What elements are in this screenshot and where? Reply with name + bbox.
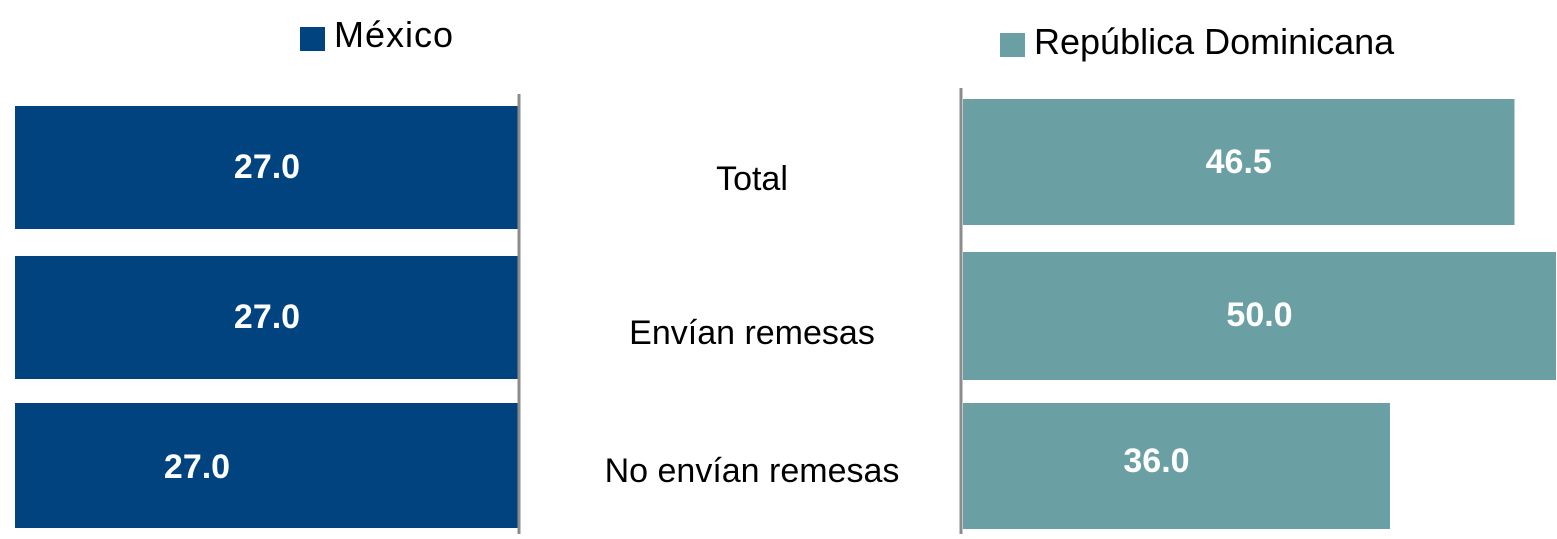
legend-swatch-republica-dominicana: [1000, 33, 1025, 57]
value-label-republica-dominicana-total: 46.5: [1206, 143, 1272, 181]
legend-swatch-mexico: [300, 27, 325, 51]
right-panel-republica-dominicana: 46.5 50.0 36.0: [963, 99, 1556, 529]
legend-label-republica-dominicana: República Dominicana: [1034, 21, 1395, 62]
bar-mexico-envian-remesas: [15, 256, 519, 379]
bar-republica-dominicana-total: [963, 99, 1515, 225]
value-label-republica-dominicana-no-envian-remesas: 36.0: [1123, 442, 1189, 480]
bar-mexico-no-envian-remesas: [15, 403, 519, 528]
legend-entry-mexico: México: [300, 14, 454, 55]
legend-entry-republica-dominicana: República Dominicana: [1000, 21, 1395, 62]
value-label-mexico-total: 27.0: [234, 148, 300, 186]
left-panel-mexico: 27.0 27.0 27.0: [15, 106, 519, 528]
bar-republica-dominicana-envian-remesas: [963, 252, 1556, 380]
value-label-mexico-no-envian-remesas: 27.0: [164, 448, 230, 486]
legend-label-mexico: México: [334, 14, 454, 55]
category-label-total: Total: [716, 160, 788, 198]
category-label-envian-remesas: Envían remesas: [629, 314, 875, 352]
value-label-mexico-envian-remesas: 27.0: [234, 298, 300, 336]
value-label-republica-dominicana-envian-remesas: 50.0: [1226, 296, 1292, 334]
bar-mexico-total: [15, 106, 519, 229]
legend: México República Dominicana: [300, 14, 1395, 62]
category-labels: Total Envían remesas No envían remesas: [605, 160, 900, 490]
bar-republica-dominicana-no-envian-remesas: [963, 403, 1390, 529]
category-label-no-envian-remesas: No envían remesas: [605, 452, 900, 490]
